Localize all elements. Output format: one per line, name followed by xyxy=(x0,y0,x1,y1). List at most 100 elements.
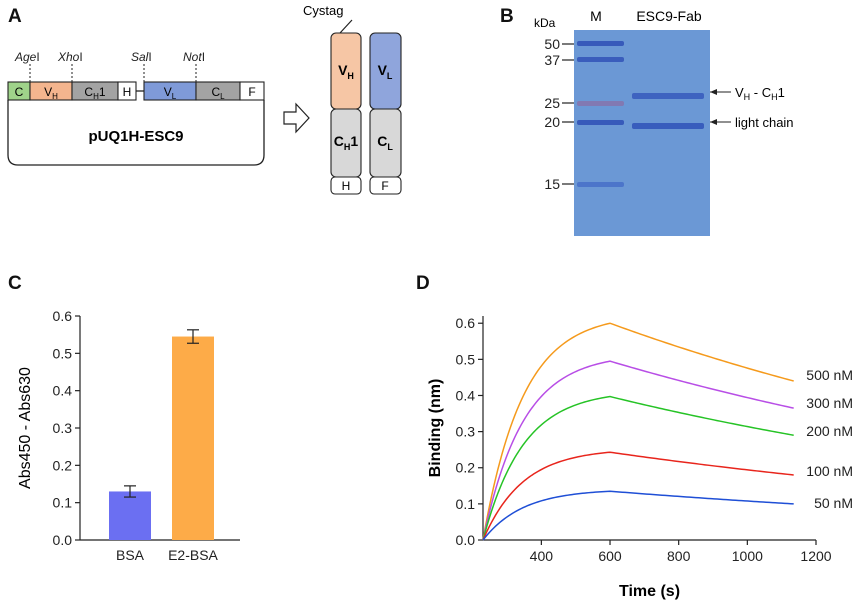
plasmid-map: AgeI XhoI SalI NotI pUQ1H-ESC9 C VH CH1 xyxy=(7,50,265,166)
series-label: 100 nM xyxy=(806,463,853,479)
heavy-c-letter: C xyxy=(334,133,344,149)
x-tick-label: 1200 xyxy=(800,548,831,564)
heavy-v-label: VH xyxy=(338,62,354,81)
segment-vl-sub: L xyxy=(172,92,177,101)
y-tick-label: 0.1 xyxy=(53,495,73,511)
heavy-band-num: 1 xyxy=(778,85,785,100)
x-tick-label: 600 xyxy=(598,548,622,564)
heavy-band-v-sub: H xyxy=(744,92,751,102)
heavy-c-label: CH1 xyxy=(334,133,359,152)
fab-domains: Cystag VH CH1 VL CL H F xyxy=(303,3,402,195)
segment-f xyxy=(239,81,265,101)
heavy-band-mid: - C xyxy=(750,85,771,100)
site-not-suffix: I xyxy=(202,50,205,64)
series-line-50-nm xyxy=(482,490,794,541)
segment-ch1-sub: H xyxy=(93,92,99,101)
y-tick-label: 0.6 xyxy=(53,308,73,324)
marker-label-37: 37 xyxy=(544,52,560,68)
lane-marker-label: M xyxy=(590,8,602,24)
y-tick-label: 0.6 xyxy=(456,315,476,331)
y-tick-label: 0.1 xyxy=(456,496,476,512)
segment-c-label: C xyxy=(15,85,24,99)
site-sal: SalI xyxy=(131,50,152,64)
gel-image xyxy=(574,30,710,236)
heavy-tag-label: H xyxy=(342,179,351,193)
marker-label-25: 25 xyxy=(544,95,560,111)
cystag-label: Cystag xyxy=(303,3,343,18)
marker-band xyxy=(577,101,624,106)
light-v-letter: V xyxy=(378,62,388,78)
segment-cl-sub: L xyxy=(220,92,225,101)
y-tick-label: 0.2 xyxy=(456,460,476,476)
site-xho: XhoI xyxy=(57,50,83,64)
marker-band xyxy=(577,120,624,125)
y-tick-label: 0.5 xyxy=(456,351,476,367)
site-markers xyxy=(29,64,197,82)
y-tick-label: 0.3 xyxy=(53,420,73,436)
series-label: 500 nM xyxy=(806,367,853,383)
segment-vl-letter: V xyxy=(164,85,172,99)
band-annotations: VH - CH1 light chain xyxy=(710,85,794,130)
heavy-chain-band xyxy=(632,93,704,99)
heavy-c-num: 1 xyxy=(350,133,358,149)
light-band-label: light chain xyxy=(735,115,794,130)
y-axis-title: Binding (nm) xyxy=(427,379,444,478)
marker-label-15: 15 xyxy=(544,176,560,192)
x-tick-label: 800 xyxy=(667,548,691,564)
y-tick-label: 0.0 xyxy=(456,532,476,548)
panel-label-a: A xyxy=(8,6,22,27)
panel-label-c: C xyxy=(8,273,22,294)
heavy-tag-box xyxy=(330,176,362,195)
heavy-band-label: VH - CH1 xyxy=(735,85,785,102)
marker-label-20: 20 xyxy=(544,114,560,130)
site-xho-name: Xho xyxy=(57,50,80,64)
gel-marker-scale: 50 37 25 20 15 xyxy=(544,36,574,192)
y-tick-label: 0.4 xyxy=(53,383,73,399)
y-tick-label: 0.3 xyxy=(456,424,476,440)
site-age-suffix: I xyxy=(36,50,39,64)
heavy-band-v: V xyxy=(735,85,744,100)
series-line-300-nm xyxy=(482,360,794,541)
segment-h-label: H xyxy=(123,85,132,99)
series-line-100-nm xyxy=(482,451,794,541)
segment-ch1-label: CH1 xyxy=(84,85,105,101)
y-tick-label: 0.0 xyxy=(53,532,73,548)
site-xho-suffix: I xyxy=(79,50,82,64)
light-chain-band xyxy=(632,123,704,129)
kda-label: kDa xyxy=(534,16,556,30)
light-tag-label: F xyxy=(381,179,388,193)
series-line-200-nm xyxy=(482,395,794,541)
y-tick-label: 0.2 xyxy=(53,457,73,473)
light-c-letter: C xyxy=(377,133,387,149)
site-not: NotI xyxy=(183,50,205,64)
y-tick-label: 0.4 xyxy=(456,387,476,403)
series-label: 200 nM xyxy=(806,423,853,439)
light-c-sub: L xyxy=(387,142,393,152)
x-category-label: BSA xyxy=(116,547,145,563)
binding-chart: 0.0 0.1 0.2 0.3 0.4 0.5 0.6 400 600 800 1000 1200 Ti… xyxy=(427,315,853,600)
segment-cl-letter: C xyxy=(211,85,220,99)
series-label: 300 nM xyxy=(806,395,853,411)
site-sal-name: Sal xyxy=(131,50,149,64)
site-sal-suffix: I xyxy=(148,50,151,64)
lane-sample-label: ESC9-Fab xyxy=(636,8,702,24)
plasmid-name: pUQ1H-ESC9 xyxy=(88,128,183,145)
x-category-label: E2-BSA xyxy=(168,547,218,563)
site-age: AgeI xyxy=(14,50,40,64)
panel-label-b: B xyxy=(500,6,514,27)
series-label: 50 nM xyxy=(814,495,853,511)
x-tick-label: 1000 xyxy=(732,548,763,564)
y-axis-title: Abs450 - Abs630 xyxy=(17,367,34,489)
panel-label-d: D xyxy=(416,273,430,294)
segment-vl-label: VL xyxy=(164,85,177,101)
segment-cl-label: CL xyxy=(211,85,225,101)
x-axis-title: Time (s) xyxy=(619,583,680,600)
marker-bands xyxy=(577,41,624,187)
heavy-c-sub: H xyxy=(344,142,351,152)
heavy-v-sub: H xyxy=(347,71,354,81)
x-tick-label: 400 xyxy=(530,548,554,564)
arrow-right-icon xyxy=(283,102,310,134)
segment-ch1-num: 1 xyxy=(99,85,106,99)
bar-bsa xyxy=(109,491,151,540)
bar-e2-bsa xyxy=(172,336,214,540)
